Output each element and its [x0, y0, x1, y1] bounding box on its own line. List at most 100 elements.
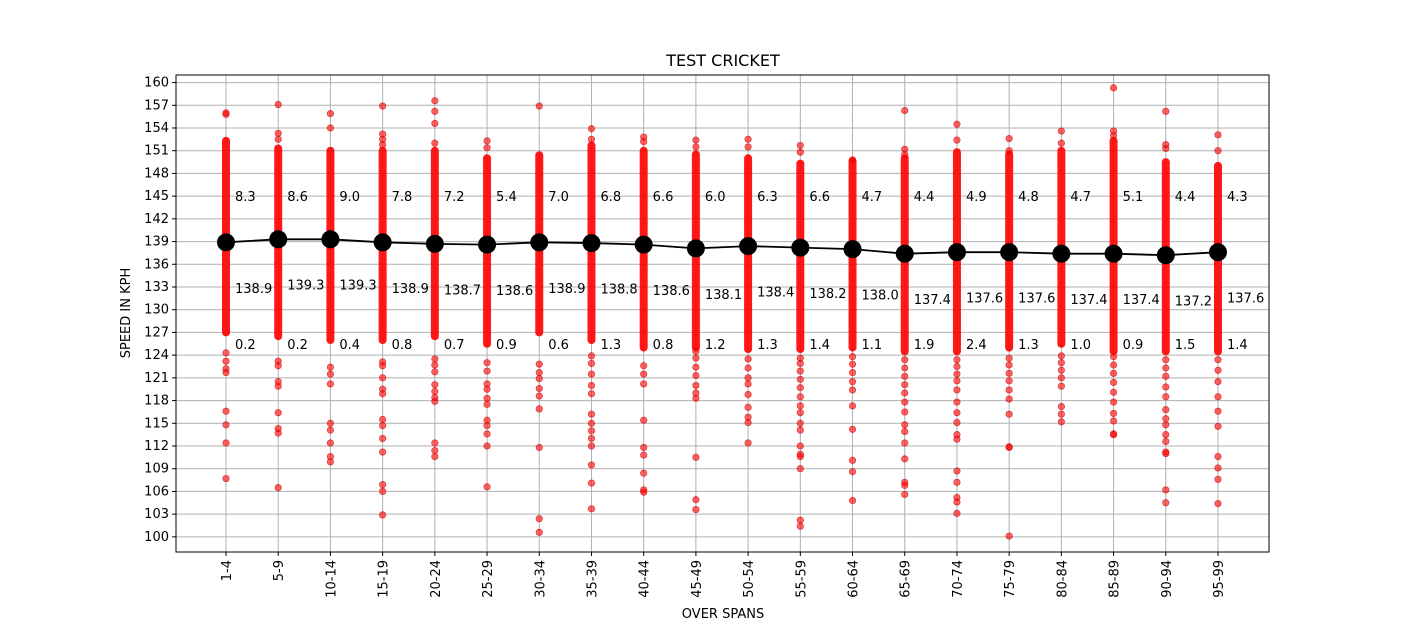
- speed-point: [1162, 364, 1170, 372]
- speed-point: [796, 393, 804, 401]
- speed-point: [953, 509, 961, 517]
- speed-point: [1214, 464, 1222, 472]
- pct-above-label: 7.2: [444, 190, 465, 205]
- speed-point: [379, 358, 387, 366]
- speed-point: [222, 109, 230, 117]
- speed-point: [535, 528, 543, 536]
- speed-point: [1005, 369, 1013, 377]
- speed-point: [431, 387, 439, 396]
- speed-point: [640, 362, 648, 370]
- speed-point: [587, 135, 596, 143]
- speed-point: [1109, 369, 1118, 377]
- speed-point: [640, 370, 648, 378]
- x-tick-label: 1-4: [220, 560, 235, 581]
- speed-point: [848, 402, 857, 410]
- mean-speed-marker: [895, 244, 914, 263]
- speed-point: [379, 385, 387, 393]
- speed-point: [379, 487, 387, 496]
- y-tick-label: 127: [144, 325, 169, 340]
- speed-point: [535, 392, 543, 400]
- pct-above-label: 7.0: [548, 190, 569, 205]
- speed-point: [1214, 407, 1222, 415]
- mean-speed-label: 138.6: [653, 284, 690, 299]
- speed-point: [431, 97, 439, 105]
- speed-point: [483, 394, 491, 402]
- speed-point: [274, 129, 282, 137]
- mean-speed-label: 138.7: [444, 283, 481, 298]
- x-tick-label: 45-49: [690, 560, 705, 598]
- speed-point: [535, 443, 543, 452]
- mean-speed-label: 137.6: [966, 292, 1003, 307]
- x-tick-label: 75-79: [1003, 560, 1018, 598]
- x-tick-label: 60-64: [847, 560, 862, 598]
- speed-point: [1162, 107, 1170, 115]
- speed-point: [1057, 410, 1065, 418]
- speed-point: [535, 405, 543, 413]
- speed-point: [848, 456, 857, 464]
- speed-point: [274, 100, 282, 109]
- speed-point: [587, 434, 596, 443]
- speed-point: [483, 483, 491, 491]
- speed-point: [953, 398, 961, 406]
- speed-point: [483, 430, 491, 438]
- pct-above-label: 6.8: [600, 190, 621, 205]
- speed-point: [901, 356, 909, 364]
- speed-point: [1005, 147, 1013, 155]
- pct-above-label: 4.4: [1175, 190, 1196, 205]
- speed-point: [744, 374, 752, 382]
- speed-point: [222, 349, 230, 357]
- speed-point: [640, 486, 648, 494]
- speed-point: [744, 380, 752, 388]
- speed-point: [1214, 378, 1222, 386]
- speed-point: [953, 386, 961, 394]
- mean-speed-label: 138.8: [600, 283, 637, 298]
- speed-point: [901, 490, 909, 499]
- x-tick-label: 70-74: [951, 560, 966, 598]
- speed-point: [848, 468, 857, 476]
- speed-point: [1162, 421, 1170, 429]
- mean-speed-marker: [634, 235, 653, 254]
- pct-below-label: 1.3: [1018, 338, 1039, 353]
- speed-point: [587, 419, 596, 427]
- x-axis-label: OVER SPANS: [682, 607, 764, 621]
- speed-point: [796, 367, 804, 375]
- pct-below-label: 0.9: [1123, 338, 1144, 353]
- y-tick-label: 100: [144, 530, 169, 545]
- speed-point: [326, 380, 335, 388]
- y-tick-label: 136: [144, 257, 169, 272]
- speed-point: [326, 363, 335, 371]
- speed-point: [692, 354, 700, 362]
- speed-point: [744, 439, 752, 447]
- speed-point: [222, 407, 230, 415]
- mean-speed-marker: [1156, 246, 1175, 265]
- speed-point: [587, 370, 596, 378]
- y-tick-label: 106: [144, 484, 169, 499]
- speed-point: [953, 478, 961, 486]
- x-tick-label: 55-59: [794, 560, 809, 598]
- pct-below-label: 1.4: [1227, 338, 1248, 353]
- pct-above-label: 8.6: [287, 190, 308, 205]
- speed-point: [379, 415, 387, 424]
- mean-speed-label: 137.4: [914, 293, 951, 308]
- speed-point: [953, 362, 961, 371]
- speed-point: [1109, 430, 1118, 438]
- pct-above-label: 9.0: [339, 190, 360, 205]
- speed-point: [1109, 84, 1118, 92]
- pct-above-label: 4.7: [862, 190, 883, 205]
- speed-point: [692, 371, 700, 380]
- speed-point: [222, 474, 230, 483]
- speed-point: [379, 434, 387, 443]
- y-tick-label: 121: [144, 371, 169, 386]
- speed-point: [640, 443, 648, 452]
- speed-point: [431, 139, 439, 147]
- speed-point: [848, 156, 857, 164]
- speed-point: [953, 467, 961, 475]
- speed-point: [431, 107, 439, 115]
- speed-point: [274, 424, 282, 433]
- speed-point: [431, 452, 439, 461]
- speed-point: [1057, 366, 1065, 374]
- speed-point: [1109, 361, 1118, 369]
- speed-point: [1005, 135, 1013, 143]
- speed-point: [1005, 410, 1013, 418]
- y-tick-label: 133: [144, 280, 169, 295]
